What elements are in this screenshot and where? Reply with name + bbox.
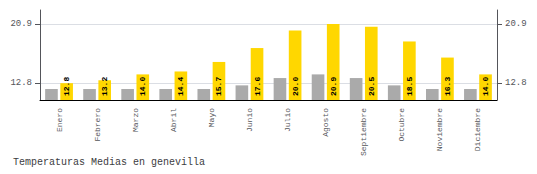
svg-text:20.9: 20.9 [10,19,32,29]
svg-text:Junio: Junio [245,108,254,132]
svg-text:Febrero: Febrero [93,108,102,142]
svg-text:Octubre: Octubre [397,108,406,142]
svg-text:20.5: 20.5 [367,77,376,96]
svg-text:Enero: Enero [55,108,64,132]
svg-text:Diciembre: Diciembre [473,108,482,151]
svg-text:16.3: 16.3 [443,77,452,96]
svg-text:Mayo: Mayo [207,108,216,127]
svg-text:12.8: 12.8 [10,78,32,88]
svg-text:Agosto: Agosto [321,108,330,137]
svg-text:Julio: Julio [283,108,292,132]
svg-text:20.9: 20.9 [329,77,338,96]
svg-text:Marzo: Marzo [131,108,140,132]
svg-text:13.2: 13.2 [100,77,109,96]
svg-text:Abril: Abril [169,108,178,132]
svg-text:20.9: 20.9 [505,19,527,29]
svg-text:12.8: 12.8 [62,77,71,96]
svg-text:17.6: 17.6 [253,77,262,96]
svg-text:14.0: 14.0 [138,77,147,96]
svg-text:15.7: 15.7 [214,77,223,96]
svg-text:Septiembre: Septiembre [359,108,368,156]
svg-text:Temperaturas Medias en genevil: Temperaturas Medias en genevilla [13,157,205,168]
svg-text:18.5: 18.5 [405,77,414,96]
svg-text:14.0: 14.0 [481,77,490,96]
svg-text:Noviembre: Noviembre [435,108,444,151]
svg-text:14.4: 14.4 [176,77,185,96]
svg-text:12.8: 12.8 [505,78,527,88]
svg-text:20.0: 20.0 [291,77,300,96]
